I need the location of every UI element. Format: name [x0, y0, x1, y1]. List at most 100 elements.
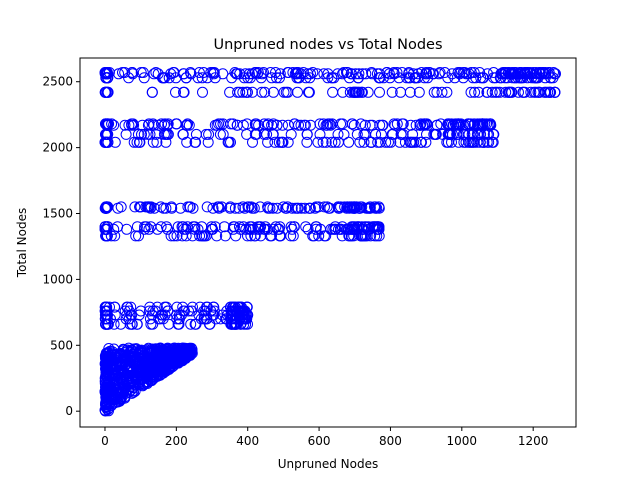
- data-point: [99, 358, 111, 370]
- data-point: [155, 201, 167, 213]
- data-point: [527, 67, 539, 78]
- data-point: [197, 86, 208, 98]
- data-point: [241, 118, 253, 130]
- data-point: [307, 67, 319, 78]
- data-point: [349, 221, 361, 233]
- data-point: [403, 67, 415, 78]
- data-point: [251, 68, 263, 80]
- y-tick-label: 0: [65, 404, 73, 418]
- data-point: [165, 230, 177, 242]
- data-point: [356, 221, 368, 233]
- data-point: [139, 223, 150, 235]
- data-point: [100, 390, 112, 402]
- data-point: [217, 128, 229, 140]
- data-point: [348, 119, 360, 131]
- data-point: [225, 301, 237, 313]
- data-point: [404, 136, 416, 148]
- data-point: [515, 67, 527, 78]
- data-point: [160, 202, 172, 214]
- data-point: [280, 86, 292, 98]
- y-tick-label: 2500: [42, 75, 73, 89]
- data-point: [227, 118, 239, 130]
- data-point: [102, 403, 114, 415]
- data-point: [302, 223, 314, 235]
- data-point: [208, 301, 220, 313]
- data-point: [146, 86, 158, 98]
- data-point: [119, 67, 131, 78]
- data-point: [363, 221, 374, 233]
- data-point: [318, 230, 330, 242]
- data-point: [415, 118, 427, 130]
- data-point: [528, 86, 540, 98]
- data-point: [125, 301, 137, 313]
- data-point: [127, 385, 139, 397]
- data-point: [143, 361, 155, 373]
- data-point: [222, 136, 234, 148]
- data-point: [267, 118, 279, 130]
- data-point: [479, 118, 491, 130]
- data-point: [116, 386, 128, 398]
- data-point: [420, 67, 432, 78]
- data-point: [478, 128, 490, 140]
- data-point: [338, 128, 350, 140]
- data-point: [378, 72, 389, 84]
- data-point: [99, 350, 111, 362]
- data-point: [234, 68, 246, 80]
- data-point: [350, 86, 362, 98]
- data-point: [138, 72, 150, 84]
- data-point: [356, 86, 367, 98]
- data-point: [446, 128, 458, 140]
- data-point: [183, 305, 194, 317]
- data-point: [295, 202, 307, 214]
- data-point: [336, 230, 348, 242]
- data-point: [491, 86, 503, 98]
- data-point: [287, 67, 299, 78]
- data-point: [102, 136, 114, 148]
- data-point: [473, 86, 485, 98]
- data-point: [185, 318, 197, 330]
- data-point: [486, 86, 498, 98]
- data-point: [259, 86, 271, 98]
- data-point: [166, 201, 177, 213]
- data-point: [99, 86, 111, 98]
- data-point: [318, 68, 330, 80]
- data-points: [99, 67, 561, 417]
- data-point: [357, 68, 369, 80]
- data-point: [443, 128, 455, 140]
- data-point: [225, 118, 237, 130]
- data-point: [126, 118, 138, 130]
- data-point: [106, 118, 118, 130]
- data-point: [160, 136, 172, 148]
- data-point: [203, 128, 215, 140]
- data-point: [131, 221, 143, 233]
- data-point: [322, 72, 334, 84]
- data-point: [416, 67, 428, 78]
- data-point: [234, 221, 245, 233]
- data-point: [364, 119, 376, 131]
- data-point: [246, 86, 258, 98]
- data-point: [168, 67, 180, 78]
- data-point: [196, 221, 208, 233]
- data-point: [255, 221, 267, 233]
- data-point: [463, 68, 475, 80]
- data-point: [358, 136, 370, 148]
- data-point: [246, 201, 257, 213]
- data-point: [459, 67, 471, 78]
- data-point: [282, 136, 294, 148]
- data-point: [170, 86, 181, 98]
- data-point: [152, 68, 164, 80]
- data-point: [99, 67, 111, 78]
- data-point: [481, 136, 493, 148]
- data-point: [332, 136, 344, 148]
- data-point: [458, 136, 470, 148]
- data-point: [121, 351, 132, 362]
- data-point: [259, 221, 271, 233]
- data-point: [428, 86, 440, 98]
- data-point: [530, 67, 542, 78]
- data-point: [396, 67, 408, 78]
- data-point: [286, 202, 298, 214]
- data-point: [171, 230, 183, 242]
- data-point: [132, 128, 144, 140]
- data-point: [167, 360, 179, 372]
- data-point: [148, 68, 160, 80]
